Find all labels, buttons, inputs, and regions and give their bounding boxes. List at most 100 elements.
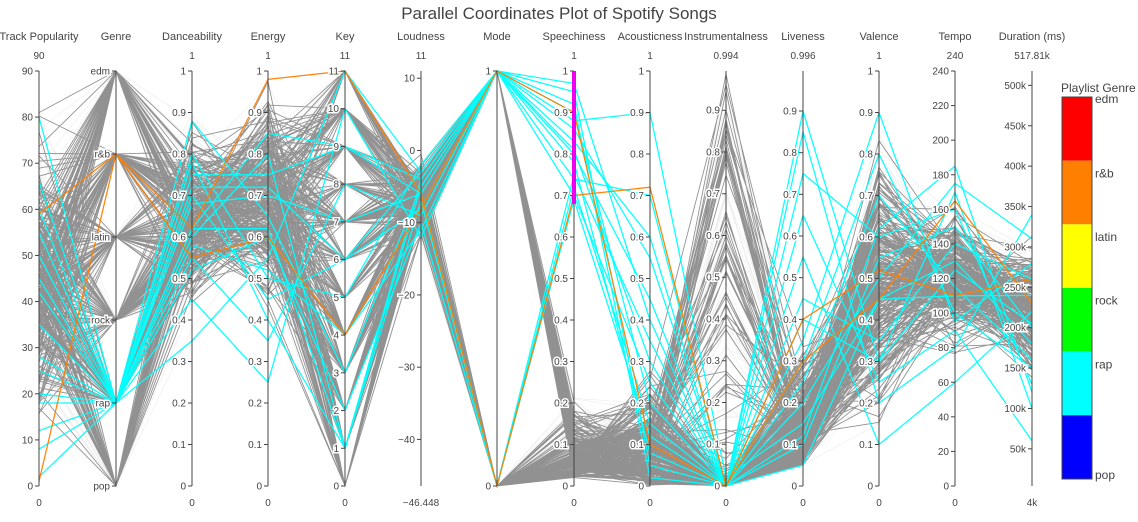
axis-tick-label: 1 xyxy=(562,67,568,78)
axis-tick-label: 3 xyxy=(333,368,339,379)
axis-title: Mode xyxy=(483,31,511,43)
axis-tick-label: 0.4 xyxy=(172,316,186,327)
axis-title: Valence xyxy=(860,31,899,43)
chart-title: Parallel Coordinates Plot of Spotify Son… xyxy=(401,4,717,23)
axis-tick-label: 0 xyxy=(333,482,339,493)
axis-title: Acousticness xyxy=(618,31,683,43)
axis-range-max: 1 xyxy=(189,51,195,62)
axis-constraint-range xyxy=(572,71,576,204)
highlighted-song-line xyxy=(38,70,1033,487)
axis-tick-label: 20 xyxy=(938,447,950,458)
axis-tick-label: 0.6 xyxy=(783,232,797,243)
axis-tick-label: 0.6 xyxy=(630,233,644,244)
axis-tick-label: 20 xyxy=(22,389,34,400)
axis-tick-label: 0.5 xyxy=(248,274,262,285)
axis-tick-label: 50 xyxy=(22,251,34,262)
axis-tick-label: 0.7 xyxy=(554,191,568,202)
axis-tick-label: 0.8 xyxy=(172,150,186,161)
axis-tick-label: 0 xyxy=(485,482,491,493)
axis-tick-label: 0.4 xyxy=(554,316,568,327)
axis-tick-label: 0.3 xyxy=(554,357,568,368)
legend-swatch-latin xyxy=(1062,224,1092,288)
axis-tick-label: 350k xyxy=(1004,202,1027,213)
axis-tick-label: 240 xyxy=(932,67,949,78)
axis-tick-label: 0.5 xyxy=(783,273,797,284)
legend-label: pop xyxy=(1095,468,1115,482)
axis-title: Liveness xyxy=(781,31,825,43)
axis-tick-label: 0 xyxy=(867,482,873,493)
axis-title: Energy xyxy=(251,31,286,43)
axis-tick-label: 0.9 xyxy=(783,107,797,118)
axis-tick-label: 0.9 xyxy=(554,108,568,119)
axis-range-min: 0 xyxy=(189,498,195,509)
axis-5: Loudness 11 −46.448 −40 −30 −20 −10 0 10 xyxy=(397,31,446,509)
axis-range-max: 0.996 xyxy=(790,51,815,62)
axis-tick-label: 1 xyxy=(333,444,339,455)
axis-tick-label: 140 xyxy=(932,239,949,250)
axis-tick-label: 0 xyxy=(180,482,186,493)
axis-tick-label: 5 xyxy=(333,293,339,304)
axis-tick-label: 0.2 xyxy=(630,399,644,410)
legend-label: latin xyxy=(1095,230,1117,244)
axis-tick-label: 50k xyxy=(1010,444,1027,455)
axis-8: Acousticness 1 00 0.1 0.2 0.3 0.4 0.5 0.6 0.7 0.8 0… xyxy=(618,31,683,509)
axis-tick-label: 0.3 xyxy=(706,356,720,367)
axis-tick-label: 0.7 xyxy=(630,191,644,202)
axis-tick-label: 220 xyxy=(932,101,949,112)
axis-tick-label: 0.5 xyxy=(554,274,568,285)
highlighted-song-line xyxy=(38,69,1033,487)
axis-tick-label: 100 xyxy=(932,309,949,320)
axis-tick-label: 120 xyxy=(932,274,949,285)
axis-tick-label: 0.4 xyxy=(248,316,262,327)
axis-tick-label: 0 xyxy=(409,146,415,157)
axis-range-min: −46.448 xyxy=(403,498,440,509)
axis-6: Mode 0 1 xyxy=(483,31,511,494)
axis-tick-label: 0.9 xyxy=(859,108,873,119)
axis-tick-label: 450k xyxy=(1004,121,1027,132)
axis-tick-label: 9 xyxy=(333,142,339,153)
axis-tick-label: 0.4 xyxy=(630,316,644,327)
axis-12: Tempo 240 00 20 40 60 80 100 120 140 160 180 200 220 2… xyxy=(931,31,972,509)
axis-range-max: 11 xyxy=(340,51,351,62)
axis-tick-label: 0.7 xyxy=(172,191,186,202)
axis-tick-label: 0.7 xyxy=(706,189,720,200)
axis-tick-label: 0.9 xyxy=(630,108,644,119)
axis-tick-label: 0.6 xyxy=(859,233,873,244)
axis-range-min: 0 xyxy=(571,498,577,509)
axis-3: Energy 1 00 0.1 0.2 0.3 0.4 0.5 0.6 0.7 0.8 0.9 1 xyxy=(247,31,286,509)
axis-tick-label: 0.6 xyxy=(554,233,568,244)
axis-tick-label: 0.1 xyxy=(630,440,644,451)
axis-title: Loudness xyxy=(397,31,445,43)
axis-10: Liveness 0.996 00 0.1 0.2 0.3 0.4 0.5 0.6 0.7 0.8 0… xyxy=(781,31,825,509)
highlighted-song-line xyxy=(38,70,1033,487)
axis-title: Duration (ms) xyxy=(999,31,1066,43)
axis-tick-label: 0.4 xyxy=(706,314,720,325)
axis-tick-label: 0.7 xyxy=(859,191,873,202)
axis-tick-label: 60 xyxy=(938,378,950,389)
legend-swatch-edm xyxy=(1062,97,1092,161)
axis-9: Instrumentalness 0.994 00 0.1 0.2 0.3 0.4 0.5 0.… xyxy=(684,31,768,509)
axis-tick-label: 0.1 xyxy=(859,440,873,451)
axis-tick-label: 300k xyxy=(1004,242,1027,253)
axis-tick-label: 40 xyxy=(22,297,34,308)
axis-range-max: 1 xyxy=(647,51,653,62)
axis-range-max: 90 xyxy=(33,51,45,62)
axis-tick-label: 8 xyxy=(333,180,339,191)
axis-tick-label: 0.1 xyxy=(172,440,186,451)
axis-range-max: 1 xyxy=(876,51,882,62)
axis-title: Key xyxy=(336,31,355,43)
legend-label: rock xyxy=(1095,294,1119,308)
axis-tick-label: 0.2 xyxy=(554,399,568,410)
axis-tick-label: 180 xyxy=(932,170,949,181)
axis-range-max: 0.994 xyxy=(713,51,738,62)
axis-tick-label: 0.5 xyxy=(859,274,873,285)
axis-tick-label: 0 xyxy=(638,482,644,493)
axis-title: Instrumentalness xyxy=(684,31,768,43)
axis-tick-label: rock xyxy=(91,316,111,327)
axis-tick-label: 0.8 xyxy=(706,147,720,158)
legend-swatch-pop xyxy=(1062,415,1092,479)
axis-tick-label: 0 xyxy=(791,482,797,493)
axis-title: Genre xyxy=(101,31,132,43)
